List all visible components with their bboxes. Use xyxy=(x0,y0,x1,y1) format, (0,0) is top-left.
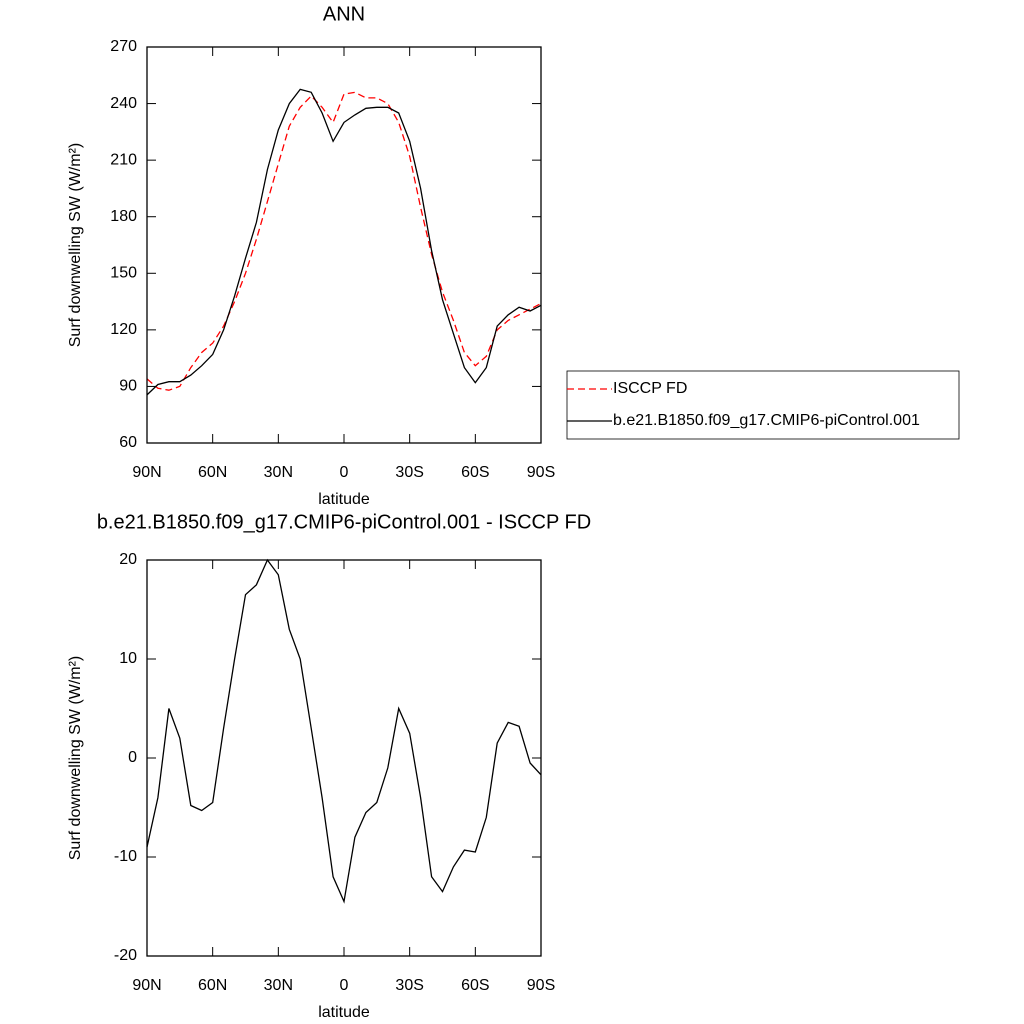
chart-title: b.e21.B1850.f09_g17.CMIP6-piControl.001 … xyxy=(97,511,591,533)
x-tick-label: 60N xyxy=(198,977,227,994)
x-tick-label: 60S xyxy=(461,464,489,481)
y-tick-label: 60 xyxy=(119,434,137,451)
x-tick-label: 0 xyxy=(340,977,349,994)
y-tick-label: 0 xyxy=(128,749,137,766)
y-tick-label: 10 xyxy=(119,650,137,667)
x-tick-label: 30S xyxy=(395,977,423,994)
x-tick-label: 30S xyxy=(395,464,423,481)
x-tick-label: 90S xyxy=(527,977,555,994)
y-tick-label: 210 xyxy=(110,151,137,168)
legend-box xyxy=(566,370,960,440)
y-tick-label: 150 xyxy=(110,265,137,282)
y-tick-label: 120 xyxy=(110,321,137,338)
data-line xyxy=(146,88,542,396)
x-tick-label: 90N xyxy=(132,464,161,481)
legend-label: ISCCP FD xyxy=(613,380,687,397)
x-tick-label: 60N xyxy=(198,464,227,481)
legend-label: b.e21.B1850.f09_g17.CMIP6-piControl.001 xyxy=(613,412,920,429)
x-tick-label: 30N xyxy=(264,464,293,481)
y-tick-label: 240 xyxy=(110,95,137,112)
y-tick-label: 270 xyxy=(110,38,137,55)
chart-title: ANN xyxy=(323,3,365,25)
x-tick-label: 0 xyxy=(340,464,349,481)
x-tick-label: 60S xyxy=(461,977,489,994)
x-axis-label: latitude xyxy=(318,1004,370,1021)
plot-frame xyxy=(146,559,542,957)
y-axis-label: Surf downwelling SW (W/m²) xyxy=(67,143,84,347)
y-axis-label: Surf downwelling SW (W/m²) xyxy=(67,656,84,860)
x-tick-label: 90N xyxy=(132,977,161,994)
x-tick-label: 30N xyxy=(264,977,293,994)
x-tick-label: 90S xyxy=(527,464,555,481)
x-axis-label: latitude xyxy=(318,491,370,508)
data-line xyxy=(146,558,542,904)
y-tick-label: 90 xyxy=(119,378,137,395)
y-tick-label: 20 xyxy=(119,551,137,568)
data-line xyxy=(146,91,542,391)
y-tick-label: 180 xyxy=(110,208,137,225)
y-tick-label: -20 xyxy=(114,947,137,964)
y-tick-label: -10 xyxy=(114,848,137,865)
plot-frame xyxy=(146,46,542,444)
